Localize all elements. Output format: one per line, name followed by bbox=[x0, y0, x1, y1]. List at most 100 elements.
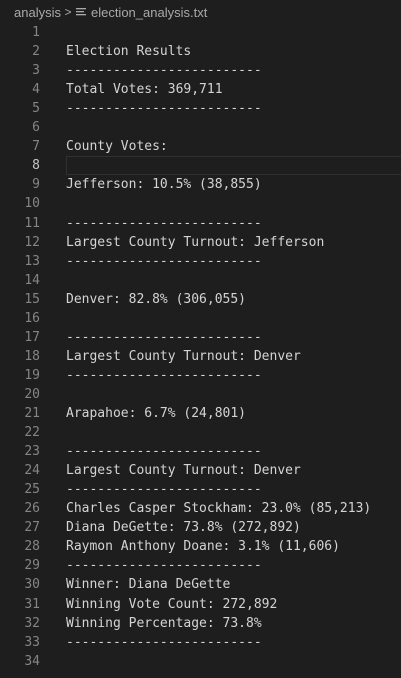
editor-line[interactable]: 31 Winning Vote Count: 272,892 bbox=[0, 595, 401, 614]
line-number: 1 bbox=[32, 25, 40, 40]
line-text[interactable]: Largest County Turnout: Denver bbox=[66, 463, 301, 479]
editor-line[interactable]: 21 Arapahoe: 6.7% (24,801) bbox=[0, 404, 401, 423]
editor-line[interactable]: 28 Raymon Anthony Doane: 3.1% (11,606) bbox=[0, 537, 401, 556]
line-number: 31 bbox=[24, 596, 40, 612]
line-number: 25 bbox=[24, 482, 40, 498]
line-number: 11 bbox=[24, 215, 40, 231]
editor-line[interactable]: 4 Total Votes: 369,711 bbox=[0, 80, 401, 99]
editor-line[interactable]: 10 bbox=[0, 194, 401, 213]
line-number: 15 bbox=[24, 291, 40, 307]
line-number: 29 bbox=[24, 558, 40, 574]
editor-line[interactable]: 15 Denver: 82.8% (306,055) bbox=[0, 290, 401, 309]
editor-line[interactable]: 2 Election Results bbox=[0, 42, 401, 61]
line-number: 3 bbox=[32, 63, 40, 79]
line-text[interactable]: Arapahoe: 6.7% (24,801) bbox=[66, 406, 247, 421]
text-file-icon bbox=[75, 6, 87, 18]
line-text[interactable]: Diana DeGette: 73.8% (272,892) bbox=[66, 520, 301, 536]
line-number: 20 bbox=[24, 386, 40, 402]
line-number: 30 bbox=[24, 577, 40, 593]
editor-line[interactable]: 14 bbox=[0, 271, 401, 290]
line-number: 19 bbox=[24, 367, 40, 383]
editor-line[interactable]: 12 Largest County Turnout: Jefferson bbox=[0, 233, 401, 252]
line-number: 26 bbox=[24, 501, 40, 517]
line-number: 22 bbox=[24, 425, 40, 441]
breadcrumb-file[interactable]: election_analysis.txt bbox=[90, 4, 208, 20]
line-number: 23 bbox=[24, 444, 40, 460]
line-number: 2 bbox=[32, 44, 40, 60]
editor-line[interactable]: 16 bbox=[0, 309, 401, 328]
line-number: 21 bbox=[24, 406, 40, 421]
line-number: 4 bbox=[32, 82, 40, 98]
editor-line[interactable]: 19 ------------------------- bbox=[0, 366, 401, 385]
editor-line[interactable]: 33 ------------------------- bbox=[0, 633, 401, 652]
line-text[interactable]: ------------------------- bbox=[66, 63, 262, 79]
line-number: 16 bbox=[24, 310, 40, 326]
line-number: 5 bbox=[32, 101, 40, 117]
line-number: 10 bbox=[24, 196, 40, 212]
line-number: 8 bbox=[32, 158, 40, 174]
editor-line[interactable]: 18 Largest County Turnout: Denver bbox=[0, 347, 401, 366]
line-number: 9 bbox=[32, 177, 40, 193]
editor-line[interactable]: 20 bbox=[0, 385, 401, 404]
editor-line[interactable]: 8 bbox=[0, 156, 401, 176]
editor-line[interactable]: 5 ------------------------- bbox=[0, 99, 401, 118]
line-number: 33 bbox=[24, 634, 40, 650]
line-text[interactable]: ------------------------- bbox=[66, 367, 262, 383]
line-text[interactable]: ------------------------- bbox=[66, 215, 262, 231]
line-number: 14 bbox=[24, 272, 40, 288]
editor-line[interactable]: 1 bbox=[0, 23, 401, 42]
editor-line[interactable]: 13 ------------------------- bbox=[0, 252, 401, 271]
chevron-right-icon: > bbox=[64, 5, 72, 19]
breadcrumb-folder[interactable]: analysis bbox=[14, 4, 61, 20]
editor-line[interactable]: 29 ------------------------- bbox=[0, 556, 401, 575]
editor-line[interactable]: 23 ------------------------- bbox=[0, 442, 401, 461]
editor-line[interactable]: 25 ------------------------- bbox=[0, 480, 401, 499]
line-text[interactable]: Winning Percentage: 73.8% bbox=[66, 615, 262, 631]
line-number: 13 bbox=[24, 253, 40, 269]
editor-line[interactable]: 22 bbox=[0, 423, 401, 442]
editor-line[interactable]: 30 Winner: Diana DeGette bbox=[0, 575, 401, 594]
line-number: 27 bbox=[24, 520, 40, 536]
line-text[interactable]: ------------------------- bbox=[66, 482, 262, 498]
current-line-highlight bbox=[66, 156, 401, 176]
text-editor[interactable]: 1 2 Election Results 3 ---------------------… bbox=[0, 22, 401, 678]
line-number: 12 bbox=[24, 234, 40, 250]
editor-line[interactable]: 6 bbox=[0, 118, 401, 137]
editor-line[interactable]: 9 Jefferson: 10.5% (38,855) bbox=[0, 175, 401, 194]
editor-line[interactable]: 27 Diana DeGette: 73.8% (272,892) bbox=[0, 518, 401, 537]
line-text[interactable]: Jefferson: 10.5% (38,855) bbox=[66, 177, 262, 193]
line-number: 17 bbox=[24, 329, 40, 345]
line-text[interactable]: ------------------------- bbox=[66, 444, 262, 460]
editor-line[interactable]: 3 ------------------------- bbox=[0, 61, 401, 80]
line-number: 32 bbox=[24, 615, 40, 631]
line-number: 34 bbox=[24, 653, 40, 669]
line-text[interactable]: Largest County Turnout: Jefferson bbox=[66, 234, 325, 250]
line-text[interactable]: Raymon Anthony Doane: 3.1% (11,606) bbox=[66, 539, 340, 555]
line-text[interactable]: Charles Casper Stockham: 23.0% (85,213) bbox=[66, 501, 372, 517]
line-text[interactable]: ------------------------- bbox=[66, 634, 262, 650]
editor-line[interactable]: 24 Largest County Turnout: Denver bbox=[0, 461, 401, 480]
line-text[interactable]: Winning Vote Count: 272,892 bbox=[66, 596, 278, 612]
line-text[interactable]: Denver: 82.8% (306,055) bbox=[66, 291, 247, 307]
editor-line[interactable]: 26 Charles Casper Stockham: 23.0% (85,213… bbox=[0, 499, 401, 518]
line-text[interactable]: ------------------------- bbox=[66, 558, 262, 574]
editor-line[interactable]: 7 County Votes: bbox=[0, 137, 401, 156]
editor-line[interactable]: 17 ------------------------- bbox=[0, 328, 401, 347]
editor-line[interactable]: 34 bbox=[0, 652, 401, 671]
editor-line[interactable]: 32 Winning Percentage: 73.8% bbox=[0, 614, 401, 633]
line-text[interactable]: ------------------------- bbox=[66, 329, 262, 345]
line-text[interactable]: ------------------------- bbox=[66, 253, 262, 269]
line-number: 24 bbox=[24, 463, 40, 479]
editor-line[interactable]: 11 ------------------------- bbox=[0, 214, 401, 233]
line-text[interactable]: Election Results bbox=[66, 44, 192, 60]
line-text[interactable]: Largest County Turnout: Denver bbox=[66, 348, 301, 364]
breadcrumb: analysis > election_analysis.txt bbox=[0, 0, 401, 24]
line-number: 7 bbox=[32, 139, 40, 155]
line-text[interactable]: ------------------------- bbox=[66, 101, 262, 117]
line-number: 18 bbox=[24, 348, 40, 364]
line-text[interactable]: Total Votes: 369,711 bbox=[66, 82, 223, 98]
line-text[interactable]: County Votes: bbox=[66, 139, 168, 155]
line-number: 28 bbox=[24, 539, 40, 555]
line-number: 6 bbox=[32, 120, 40, 136]
line-text[interactable]: Winner: Diana DeGette bbox=[66, 577, 231, 593]
